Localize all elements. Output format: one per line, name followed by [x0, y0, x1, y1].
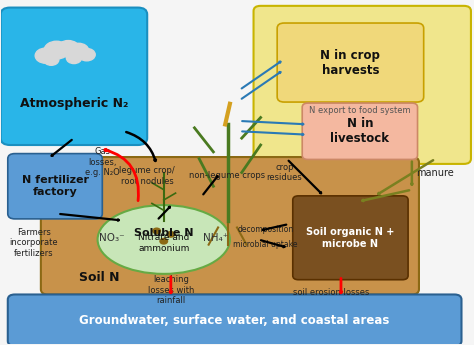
Circle shape	[153, 228, 160, 234]
Text: N fertilizer
factory: N fertilizer factory	[21, 176, 89, 197]
Text: Soluble N: Soluble N	[134, 228, 193, 238]
Text: leaching
losses with
rainfall: leaching losses with rainfall	[147, 275, 194, 305]
FancyBboxPatch shape	[0, 8, 147, 145]
Text: Atmospheric N₂: Atmospheric N₂	[20, 97, 128, 110]
Text: Groundwater, surface water, and coastal areas: Groundwater, surface water, and coastal …	[80, 314, 390, 327]
Circle shape	[66, 52, 82, 63]
Circle shape	[44, 41, 69, 59]
Text: Soil N: Soil N	[79, 271, 119, 284]
Text: Farmers
incorporate
fertilizers: Farmers incorporate fertilizers	[9, 228, 58, 258]
Circle shape	[69, 43, 89, 58]
Text: Soil organic N +
microbe N: Soil organic N + microbe N	[306, 227, 395, 249]
Circle shape	[57, 41, 80, 57]
Circle shape	[167, 231, 174, 237]
Text: Gas
losses,
e.g. N₂O: Gas losses, e.g. N₂O	[85, 147, 119, 177]
Text: crop
residues: crop residues	[266, 163, 302, 182]
Text: N in crop
harvests: N in crop harvests	[320, 49, 380, 77]
Text: N export to food system: N export to food system	[309, 106, 410, 115]
Circle shape	[44, 54, 59, 65]
FancyBboxPatch shape	[8, 295, 462, 345]
FancyBboxPatch shape	[302, 103, 418, 159]
Text: Nitrate and
ammonium: Nitrate and ammonium	[138, 233, 190, 253]
Circle shape	[35, 48, 56, 63]
FancyBboxPatch shape	[41, 157, 419, 295]
FancyBboxPatch shape	[8, 154, 102, 219]
Text: manure: manure	[417, 168, 455, 177]
Text: non-legume crops: non-legume crops	[190, 171, 265, 180]
Ellipse shape	[98, 205, 230, 274]
Circle shape	[78, 48, 95, 61]
Text: microbial uptake: microbial uptake	[233, 240, 298, 249]
Text: N in
livestock: N in livestock	[330, 117, 389, 145]
Text: decomposition: decomposition	[237, 225, 293, 234]
Circle shape	[160, 238, 167, 244]
Text: legume crop/
root nodules: legume crop/ root nodules	[119, 166, 175, 186]
FancyBboxPatch shape	[254, 6, 471, 164]
FancyBboxPatch shape	[277, 23, 424, 102]
FancyBboxPatch shape	[293, 196, 408, 280]
Text: soil erosion losses: soil erosion losses	[293, 288, 370, 297]
Text: NO₃⁻: NO₃⁻	[99, 233, 125, 243]
Text: NH₄⁺: NH₄⁺	[203, 233, 228, 243]
